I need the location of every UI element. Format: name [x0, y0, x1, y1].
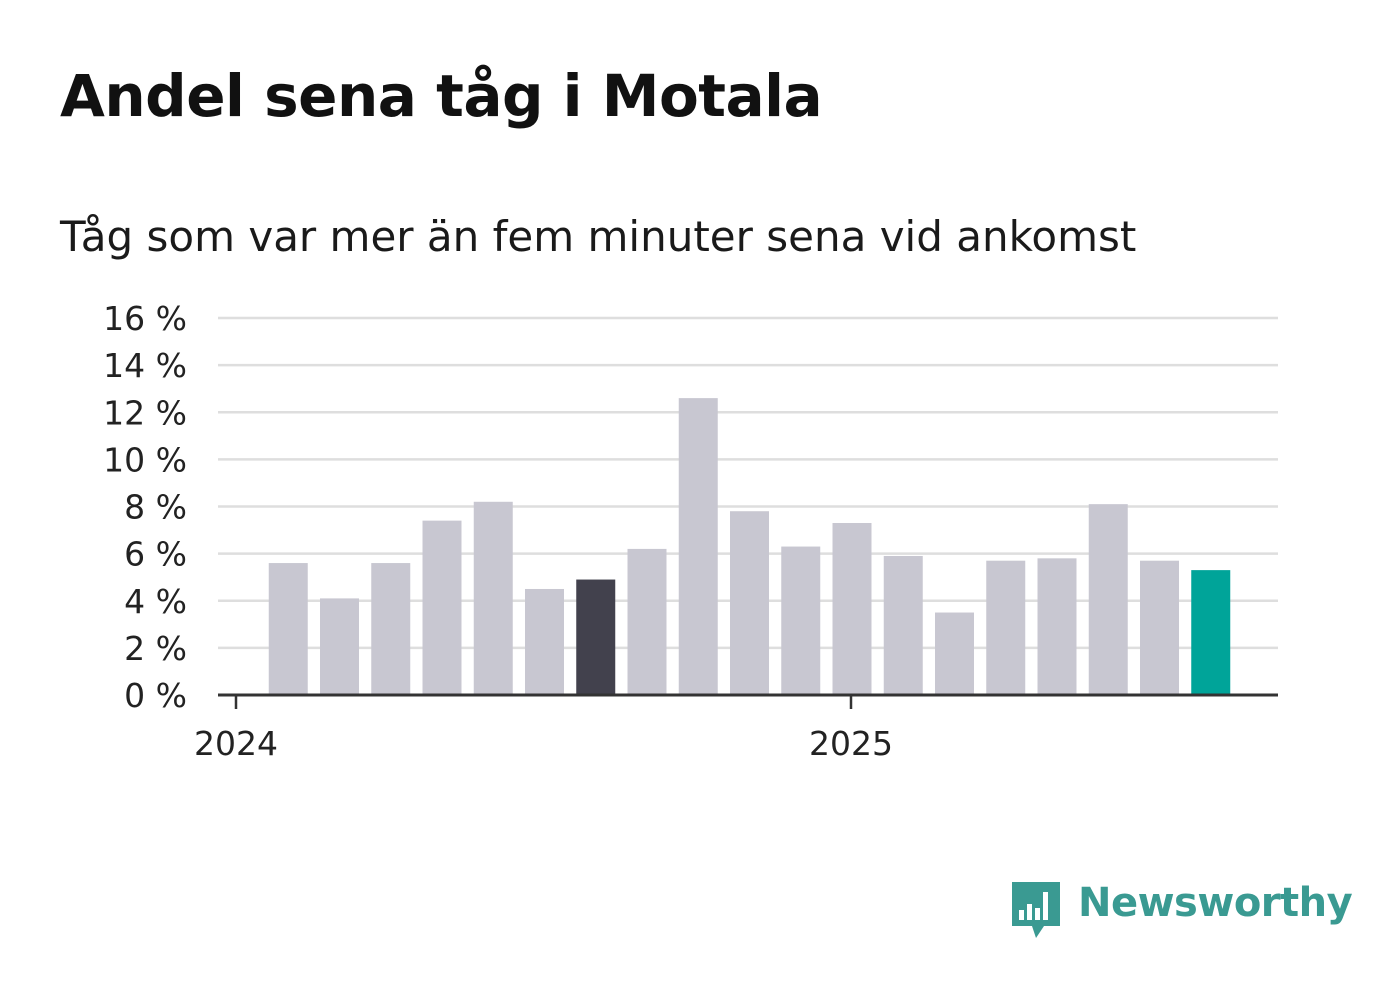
chart-title: Andel sena tåg i Motala: [60, 62, 823, 130]
bar: [422, 520, 462, 695]
bar: [1037, 558, 1077, 695]
bar: [268, 563, 308, 695]
y-tick-label: 12 %: [103, 393, 187, 432]
newsworthy-logo-icon: [1012, 882, 1060, 938]
bar: [883, 555, 923, 695]
bar: [320, 598, 359, 695]
brand-name: Newsworthy: [1078, 880, 1353, 926]
bar: [730, 511, 769, 695]
bar: [678, 398, 718, 695]
bar: [832, 522, 872, 695]
bar: [473, 501, 513, 695]
bar: [781, 546, 821, 695]
y-tick-label: 6 %: [124, 535, 187, 574]
y-tick-label: 16 %: [103, 299, 187, 338]
x-tick-label: 2025: [809, 724, 893, 763]
x-tick-label: 2024: [194, 724, 278, 763]
x-axis: 2024 2025: [194, 693, 1278, 763]
bar: [1140, 560, 1179, 695]
newsworthy-brand: Newsworthy: [1010, 878, 1353, 942]
chart-subtitle: Tåg som var mer än fem minuter sena vid …: [60, 212, 1137, 261]
bar: [986, 560, 1026, 695]
y-tick-label: 8 %: [124, 488, 187, 527]
y-tick-label: 4 %: [124, 582, 187, 621]
bar: [1191, 570, 1231, 695]
bar: [935, 612, 974, 695]
bar: [371, 563, 411, 695]
bars: [268, 398, 1231, 695]
y-tick-label: 0 %: [124, 676, 187, 715]
y-tick-label: 10 %: [103, 440, 187, 479]
y-tick-label: 14 %: [103, 346, 187, 385]
bar: [627, 548, 667, 695]
bar: [525, 588, 564, 695]
y-tick-label: 2 %: [124, 629, 187, 668]
bar: [576, 579, 616, 695]
bar: [1088, 504, 1128, 695]
y-axis-tick-labels: 0 % 2 % 4 % 6 % 8 % 10 % 12 % 14 % 16 %: [103, 299, 187, 715]
